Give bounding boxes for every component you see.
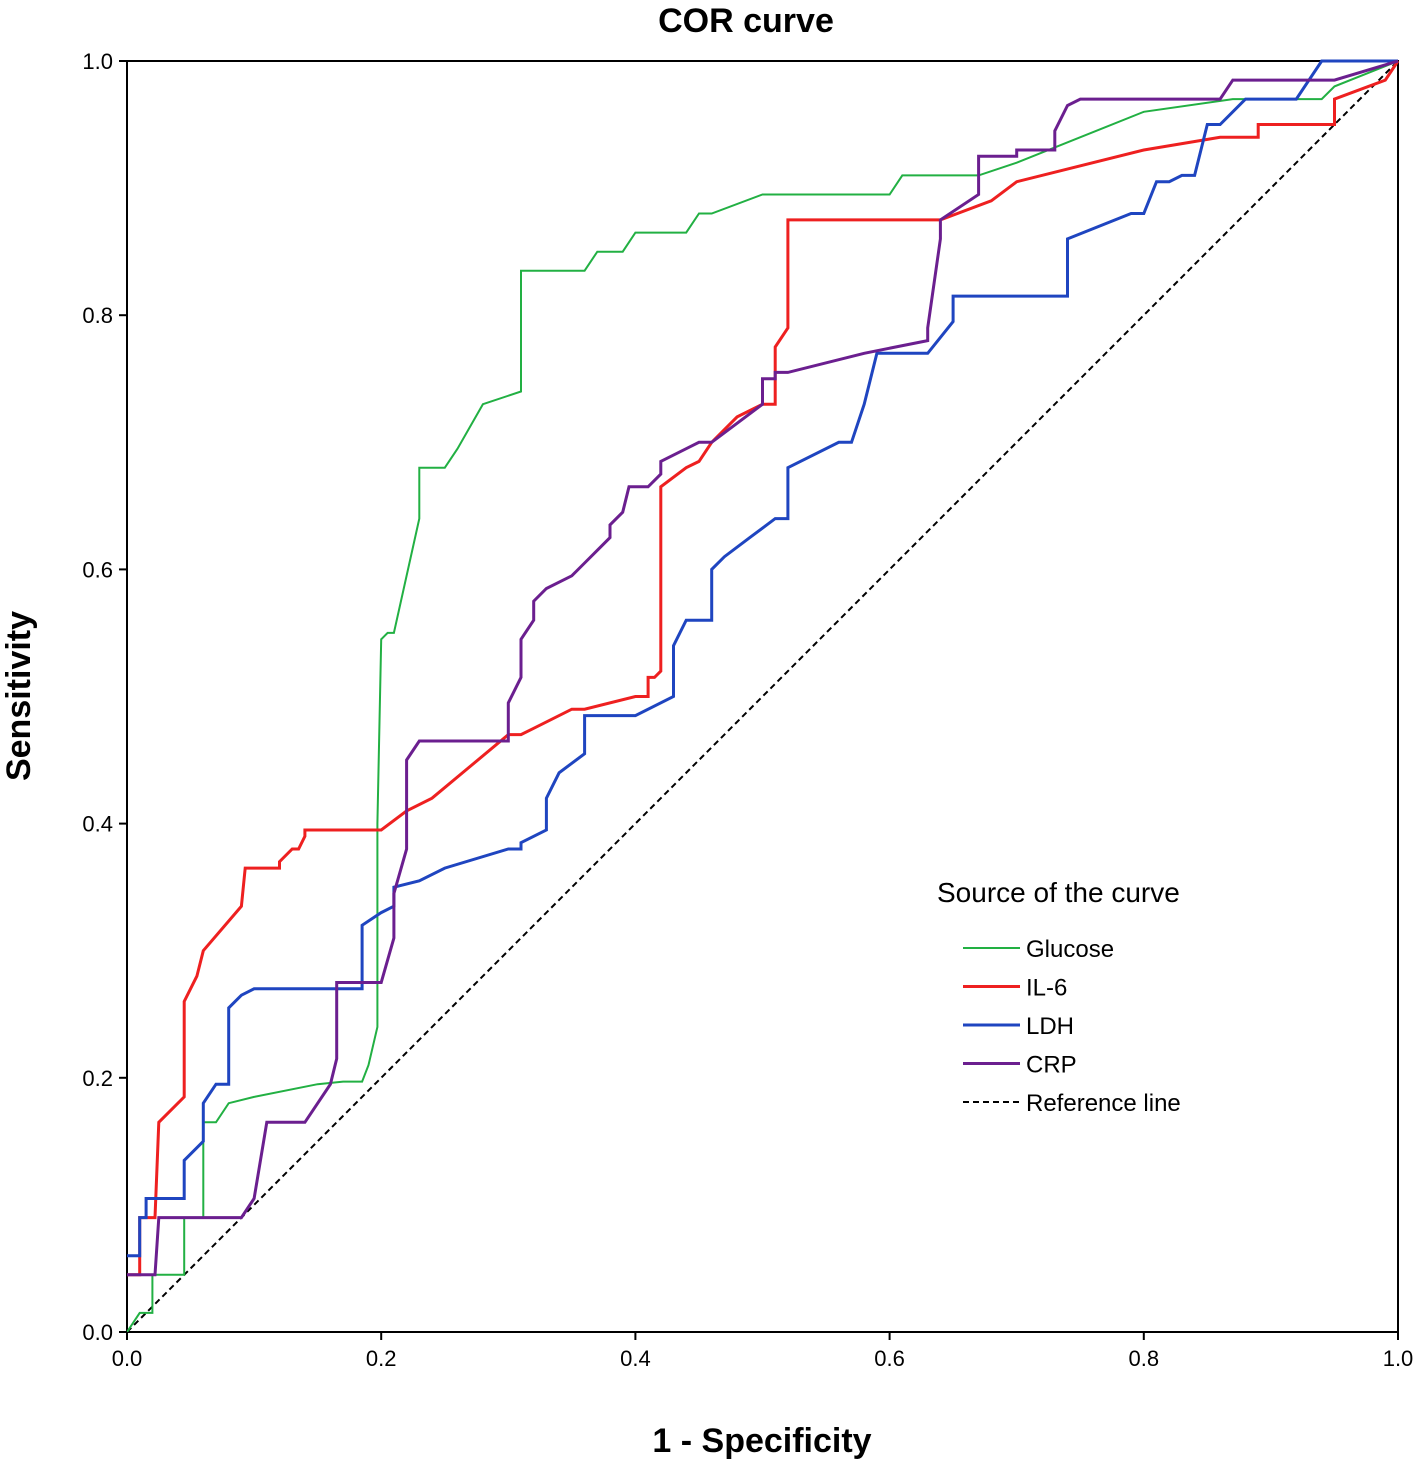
legend-label-crp: CRP xyxy=(1026,1052,1077,1079)
y-axis-label: Sensitivity xyxy=(0,611,38,781)
x-tick-label: 0.2 xyxy=(366,1346,397,1371)
chart-title: COR curve xyxy=(658,2,834,40)
series-line-ldh xyxy=(127,59,1398,1258)
legend-label-glucose: Glucose xyxy=(1026,936,1114,963)
legend: Source of the curve Glucose IL-6 LDH CRP Ref… xyxy=(937,877,1181,1117)
series-line-il-6 xyxy=(127,60,1400,1277)
x-tick-label: 0.8 xyxy=(1129,1346,1160,1371)
series-line-crp xyxy=(127,59,1399,1277)
series-line-glucose xyxy=(126,60,1399,1333)
series-layer xyxy=(126,59,1400,1333)
x-axis-label: 1 - Specificity xyxy=(652,1422,871,1460)
tick-layer: 0.0 0.2 0.4 0.6 0.8 1.0 0.0 0.2 0.4 0.6 0.8 1.0 xyxy=(82,49,1413,1371)
y-tick-label: 0.8 xyxy=(82,303,113,328)
legend-label-reference-line: Reference line xyxy=(1026,1090,1181,1117)
x-tick-label: 0.0 xyxy=(112,1346,143,1371)
legend-label-il-6: IL-6 xyxy=(1026,975,1067,1002)
y-tick-label: 0.2 xyxy=(82,1066,113,1091)
x-tick-label: 1.0 xyxy=(1383,1346,1414,1371)
legend-title: Source of the curve xyxy=(937,877,1180,908)
x-tick-label: 0.6 xyxy=(874,1346,905,1371)
y-tick-label: 1.0 xyxy=(82,49,113,74)
x-tick-label: 0.4 xyxy=(620,1346,651,1371)
plot-frame xyxy=(126,60,1399,1333)
legend-label-ldh: LDH xyxy=(1026,1013,1074,1040)
series-line-reference-line xyxy=(126,60,1399,1333)
y-tick-label: 0.0 xyxy=(82,1320,113,1345)
plot-area: 0.0 0.2 0.4 0.6 0.8 1.0 0.0 0.2 0.4 0.6 0.8 1.0 xyxy=(82,49,1413,1371)
y-tick-label: 0.6 xyxy=(82,557,113,582)
y-tick-label: 0.4 xyxy=(82,812,113,837)
